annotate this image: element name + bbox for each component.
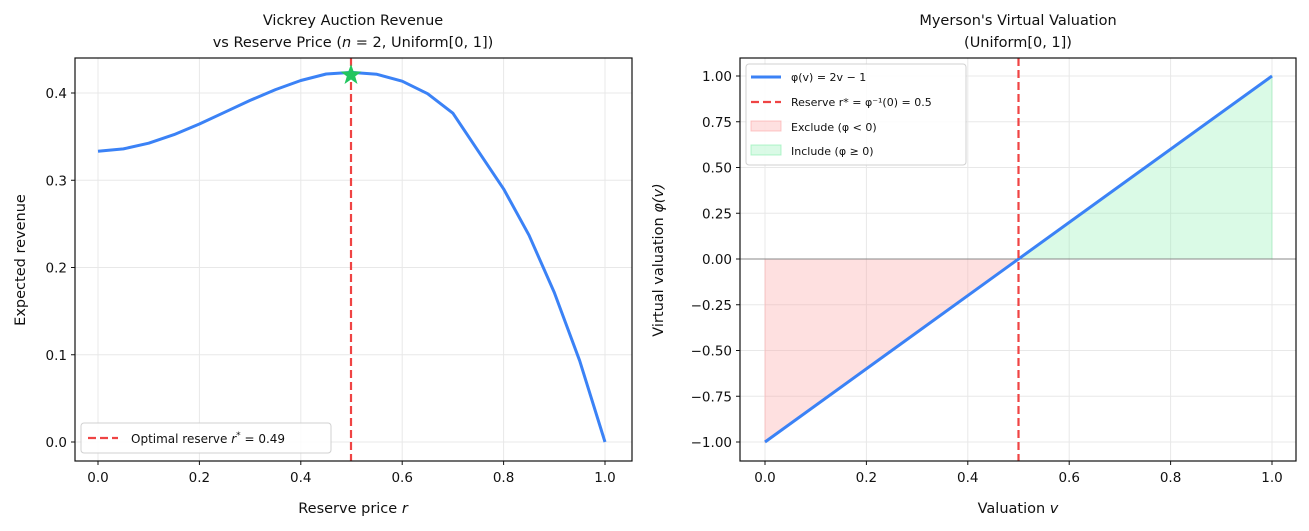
optimal-star-marker bbox=[340, 64, 362, 84]
legend-label-phi: φ(v) = 2v − 1 bbox=[791, 71, 866, 84]
left-y-ticks bbox=[71, 92, 75, 443]
left-legend-label: Optimal reserve r* = 0.49 bbox=[131, 431, 285, 446]
virtual-valuation-line bbox=[764, 74, 1273, 444]
left-y-axis-label: Expected revenue bbox=[13, 194, 29, 326]
left-axes-frame bbox=[74, 57, 633, 462]
left-grid bbox=[75, 58, 632, 461]
x-tick-label: 1.0 bbox=[1261, 470, 1282, 486]
y-tick-label: −0.50 bbox=[691, 344, 732, 360]
y-tick-label: 0.2 bbox=[46, 261, 67, 277]
left-legend: Optimal reserve r* = 0.49 bbox=[80, 422, 332, 454]
y-tick-label: 0.4 bbox=[46, 86, 67, 102]
right-x-ticks bbox=[764, 461, 1273, 465]
x-tick-label: 1.0 bbox=[594, 470, 615, 486]
legend-include-swatch-icon bbox=[750, 144, 782, 156]
left-x-axis-label: Reserve price r bbox=[298, 501, 409, 517]
y-tick-label: −0.25 bbox=[691, 298, 732, 314]
x-tick-label: 0.2 bbox=[856, 470, 877, 486]
x-tick-label: 0.0 bbox=[754, 470, 775, 486]
y-tick-label: 0.50 bbox=[702, 161, 732, 177]
left-chart: Vickrey Auction Revenue vs Reserve Price… bbox=[13, 13, 633, 517]
y-tick-label: 0.25 bbox=[702, 206, 732, 222]
y-tick-label: −1.00 bbox=[691, 435, 732, 451]
right-chart-title-line1: Myerson's Virtual Valuation bbox=[919, 13, 1116, 29]
right-chart: Myerson's Virtual Valuation (Uniform[0, … bbox=[651, 13, 1297, 517]
x-tick-label: 0.8 bbox=[1160, 470, 1181, 486]
x-tick-label: 0.6 bbox=[391, 470, 412, 486]
x-tick-label: 0.0 bbox=[87, 470, 108, 486]
legend-exclude-swatch-icon bbox=[750, 120, 782, 132]
x-tick-label: 0.6 bbox=[1058, 470, 1079, 486]
y-tick-label: 0.1 bbox=[46, 348, 67, 364]
y-tick-label: 0.75 bbox=[702, 115, 732, 131]
x-tick-label: 0.4 bbox=[290, 470, 311, 486]
y-tick-label: 0.3 bbox=[46, 173, 67, 189]
x-tick-label: 0.8 bbox=[493, 470, 514, 486]
x-tick-label: 0.2 bbox=[189, 470, 210, 486]
y-tick-label: −0.75 bbox=[691, 389, 732, 405]
right-chart-title-line2: (Uniform[0, 1]) bbox=[964, 35, 1072, 51]
right-x-tick-labels: 0.0 0.2 0.4 0.6 0.8 1.0 bbox=[754, 470, 1282, 486]
left-chart-title-line2: vs Reserve Price (n = 2, Uniform[0, 1]) bbox=[213, 35, 494, 51]
right-y-axis-label: Virtual valuation φ(v) bbox=[651, 183, 667, 336]
legend-label-reserve: Reserve r* = φ⁻¹(0) = 0.5 bbox=[791, 96, 932, 109]
y-tick-label: 1.00 bbox=[702, 69, 732, 85]
left-x-tick-labels: 0.0 0.2 0.4 0.6 0.8 1.0 bbox=[87, 470, 615, 486]
left-chart-title-line1: Vickrey Auction Revenue bbox=[263, 13, 443, 29]
left-x-ticks bbox=[97, 461, 606, 465]
left-y-tick-labels: 0.0 0.1 0.2 0.3 0.4 bbox=[46, 86, 67, 451]
y-tick-label: 0.0 bbox=[46, 435, 67, 451]
x-tick-label: 0.4 bbox=[957, 470, 978, 486]
y-tick-label: 0.00 bbox=[702, 252, 732, 268]
right-legend: φ(v) = 2v − 1 Reserve r* = φ⁻¹(0) = 0.5 … bbox=[745, 63, 967, 166]
right-y-ticks bbox=[736, 75, 740, 443]
legend-label-include: Include (φ ≥ 0) bbox=[791, 145, 874, 158]
legend-label-exclude: Exclude (φ < 0) bbox=[791, 121, 877, 134]
right-x-axis-label: Valuation v bbox=[978, 501, 1059, 517]
right-y-tick-labels: 1.00 0.75 0.50 0.25 0.00 −0.25 −0.50 −0.… bbox=[691, 69, 732, 451]
